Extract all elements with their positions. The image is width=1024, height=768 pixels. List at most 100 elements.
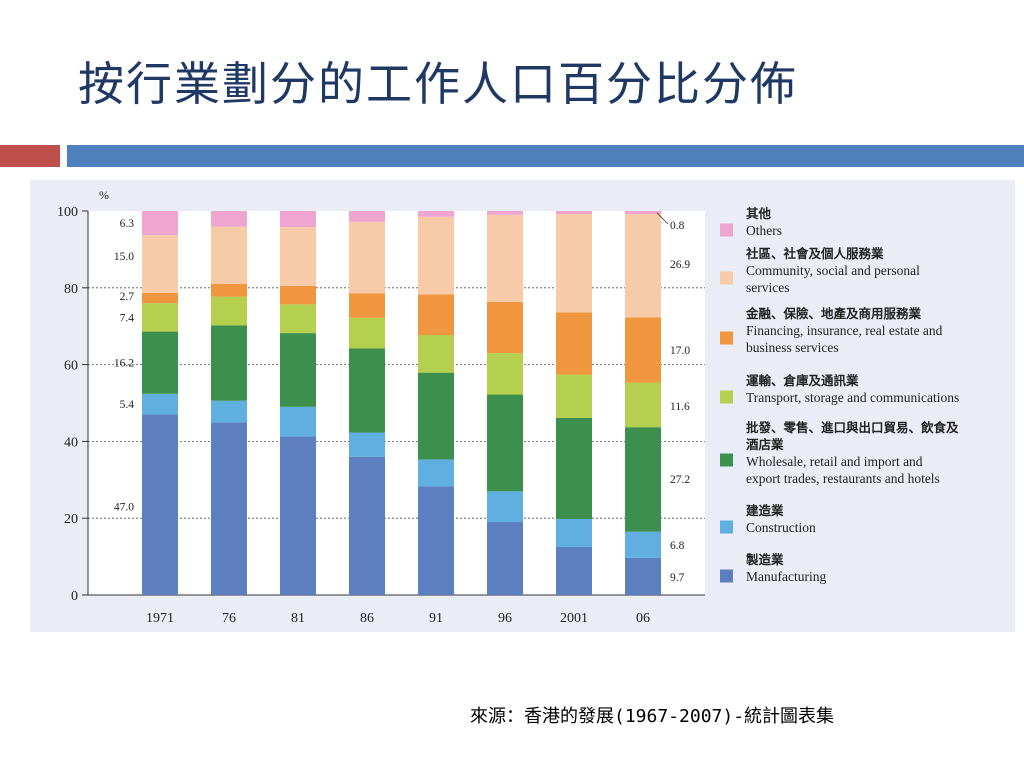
bar-segment [418,486,454,595]
legend-swatch [720,271,733,285]
bar-segment [142,235,178,293]
bar-segment [487,211,523,215]
source-caption: 來源：香港的發展(1967-2007)-統計圖表集 [470,706,835,727]
bar-segment [487,353,523,395]
data-label-left: 2.7 [120,291,135,303]
x-tick-label: 86 [360,611,374,626]
bar-segment [625,531,661,558]
bar-segment [625,211,661,215]
bar-segment [349,432,385,457]
data-label-left: 5.4 [120,399,135,411]
legend-label-en: services [746,280,789,295]
bar-segment [556,211,592,215]
x-tick-label: 2001 [560,611,588,626]
bar-segment [487,302,523,354]
bar-segment [349,456,385,595]
data-label-left: 15.0 [114,251,134,263]
bar-segment [556,214,592,313]
y-tick-label: 60 [64,359,78,374]
legend-label-en: Transport, storage and communications [746,390,959,405]
y-tick-label: 20 [64,512,78,527]
legend-label-zh: 運輸、倉庫及通訊業 [746,373,859,388]
data-label-left: 47.0 [114,502,134,514]
bar-segment [349,348,385,433]
bar-segment [349,293,385,318]
legend-swatch [720,390,733,404]
x-tick-label: 06 [636,611,650,626]
bar-segment [142,303,178,332]
bar-segment [349,317,385,349]
bar-segment [211,325,247,401]
legend-label-en: export trades, restaurants and hotels [746,471,940,486]
legend-label-zh: 製造業 [745,552,784,567]
data-label-right: 9.7 [670,572,685,584]
data-label-right: 17.0 [670,345,690,357]
legend-swatch [720,453,733,467]
legend-label-zh: 其他 [746,206,772,221]
data-label-left: 16.2 [114,358,134,370]
x-tick-label: 76 [222,611,236,626]
bar-segment [418,211,454,217]
bar-segment [211,283,247,297]
data-label-left: 6.3 [120,218,135,230]
data-label-right: 27.2 [670,474,690,486]
bar-segment [625,557,661,595]
bar-segment [280,436,316,595]
accent-bar-red [0,145,60,167]
bar-segment [142,393,178,415]
data-label-right: 6.8 [670,540,685,552]
bar-segment [142,211,178,236]
legend-swatch [720,223,733,237]
legend-label-zh: 社區、社會及個人服務業 [745,246,884,261]
bar-segment [418,459,454,487]
legend-label-zh: 酒店業 [746,437,784,452]
bar-segment [280,304,316,334]
accent-bar-blue [67,145,1024,167]
legend-label-zh: 建造業 [746,503,784,518]
legend-label-en: Financing, insurance, real estate and [746,323,943,338]
data-label-right: 26.9 [670,259,690,271]
bar-segment [556,312,592,375]
legend-swatch [720,520,733,534]
bar-segment [280,285,316,305]
y-tick-label: 100 [57,205,78,220]
bar-segment [280,333,316,407]
label-pointer [656,212,669,225]
x-tick-label: 1971 [146,611,174,626]
bar-segment [211,422,247,595]
y-tick-label: 0 [71,589,78,604]
bar-segment [211,400,247,423]
bar-segment [556,518,592,547]
data-label-right: 11.6 [670,401,690,413]
data-label-left: 7.4 [120,312,135,324]
legend-label-en: Manufacturing [746,569,826,584]
bar-segment [211,226,247,284]
stacked-bar-chart: 0 20 40 60 80 100% 1971 76 81 86 91 96 2001 06 47.0 5.4… [57,188,959,626]
data-label-right: 0.8 [670,220,685,232]
legend-label-zh: 批發、零售、進口與出口貿易、飲食及 [746,420,959,435]
bar-segment [625,317,661,383]
bar-segment [487,214,523,303]
bar-segment [349,211,385,222]
bar-segment [556,547,592,595]
legend-label-en: Others [746,223,782,238]
bar-segment [142,331,178,394]
bar-segment [142,414,178,595]
y-axis-unit: % [99,188,109,202]
x-tick-label: 91 [429,611,443,626]
bar-segment [211,296,247,326]
legend-swatch [720,569,733,583]
bar-segment [280,211,316,228]
bar-segment [280,227,316,286]
bar-segment [487,491,523,523]
bar-segment [418,294,454,336]
bar-segment [418,335,454,373]
bar-segment [556,417,592,519]
bar-segment [625,214,661,318]
legend-label-en: Community, social and personal [746,263,920,278]
plot-area [88,211,705,595]
y-tick-label: 40 [64,435,78,450]
legend-label-en: business services [746,340,839,355]
bar-segment [556,374,592,418]
legend-label-en: Construction [746,520,816,535]
